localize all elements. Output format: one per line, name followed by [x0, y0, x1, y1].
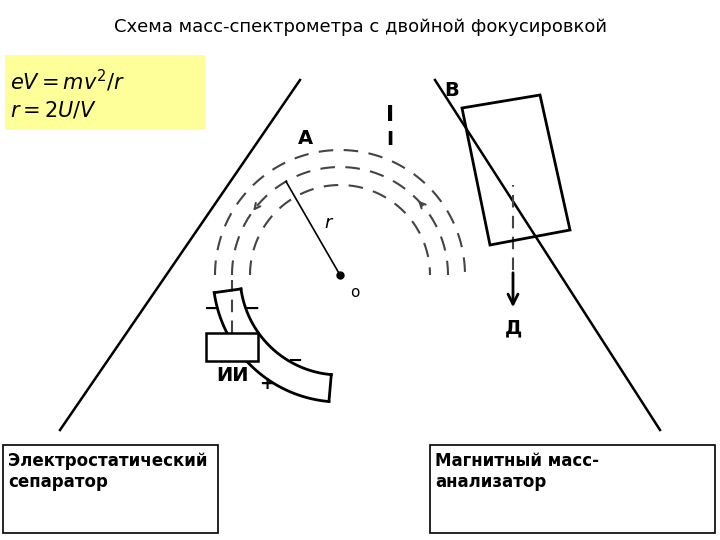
Text: о: о	[350, 285, 359, 300]
Text: $eV = mv^2/r$: $eV = mv^2/r$	[10, 68, 125, 94]
Text: r: r	[324, 214, 332, 232]
FancyBboxPatch shape	[5, 55, 205, 130]
Text: +: +	[259, 375, 274, 393]
Text: $r = 2U/V$: $r = 2U/V$	[10, 100, 97, 121]
Text: I: I	[387, 130, 394, 149]
Text: −: −	[204, 299, 220, 318]
Bar	[206, 333, 258, 361]
Text: ИИ: ИИ	[216, 366, 248, 385]
FancyBboxPatch shape	[430, 445, 715, 533]
Text: −: −	[244, 299, 260, 318]
Text: А: А	[297, 129, 312, 148]
Text: В: В	[445, 81, 459, 100]
Text: Электростатический
сепаратор: Электростатический сепаратор	[8, 452, 207, 491]
Text: Магнитный масс-
анализатор: Магнитный масс- анализатор	[435, 452, 599, 491]
FancyBboxPatch shape	[3, 445, 218, 533]
Text: −: −	[287, 352, 302, 370]
Text: Схема масс-спектрометра с двойной фокусировкой: Схема масс-спектрометра с двойной фокуси…	[114, 18, 606, 36]
Text: Д: Д	[505, 318, 521, 337]
Text: I: I	[386, 105, 394, 125]
